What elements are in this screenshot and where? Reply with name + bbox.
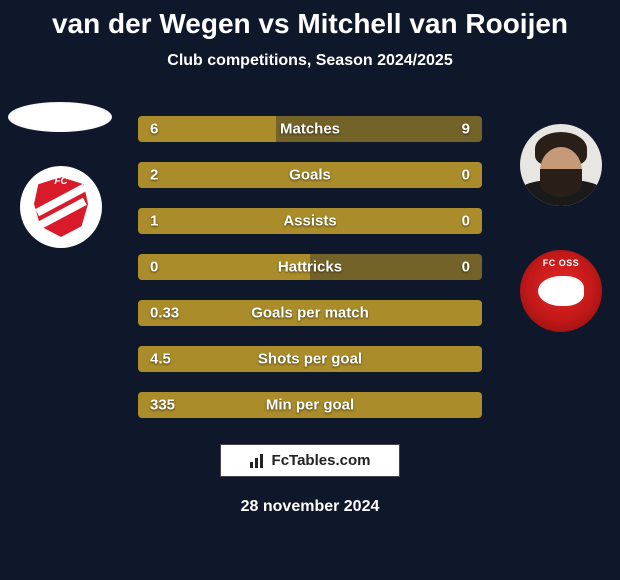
- page-title: van der Wegen vs Mitchell van Rooijen: [0, 0, 620, 40]
- stat-row: 4.5Shots per goal: [138, 346, 482, 372]
- stat-row: 20Goals: [138, 162, 482, 188]
- stat-value-left: 0.33: [150, 305, 179, 322]
- stat-value-right: 0: [462, 213, 470, 230]
- stat-row: 335Min per goal: [138, 392, 482, 418]
- stat-value-left: 335: [150, 397, 175, 414]
- stat-value-left: 4.5: [150, 351, 171, 368]
- stat-row: 69Matches: [138, 116, 482, 142]
- comparison-panel: FC FC OSS 69Matches20Goals10Assists00Hat…: [0, 106, 620, 446]
- player-right-photo: [520, 124, 602, 206]
- stat-value-left: 1: [150, 213, 158, 230]
- stat-row: 00Hattricks: [138, 254, 482, 280]
- stat-value-left: 2: [150, 167, 158, 184]
- stat-row: 10Assists: [138, 208, 482, 234]
- stat-value-right: 9: [462, 121, 470, 138]
- stat-value-right: 0: [462, 259, 470, 276]
- stat-value-right: 0: [462, 167, 470, 184]
- club-left-initials: FC: [54, 176, 67, 187]
- club-right-text: FC OSS: [543, 258, 580, 268]
- stat-value-left: 0: [150, 259, 158, 276]
- player-left-club-badge: FC: [20, 166, 102, 248]
- player-left-photo: [8, 102, 112, 132]
- date-text: 28 november 2024: [0, 498, 620, 516]
- watermark: FcTables.com: [220, 444, 400, 477]
- subtitle: Club competitions, Season 2024/2025: [0, 52, 620, 70]
- fctables-logo-icon: [250, 454, 266, 468]
- stats-bars: 69Matches20Goals10Assists00Hattricks0.33…: [138, 116, 482, 438]
- watermark-text: FcTables.com: [272, 452, 371, 469]
- stat-row: 0.33Goals per match: [138, 300, 482, 326]
- player-right-club-badge: FC OSS: [520, 250, 602, 332]
- stat-value-left: 6: [150, 121, 158, 138]
